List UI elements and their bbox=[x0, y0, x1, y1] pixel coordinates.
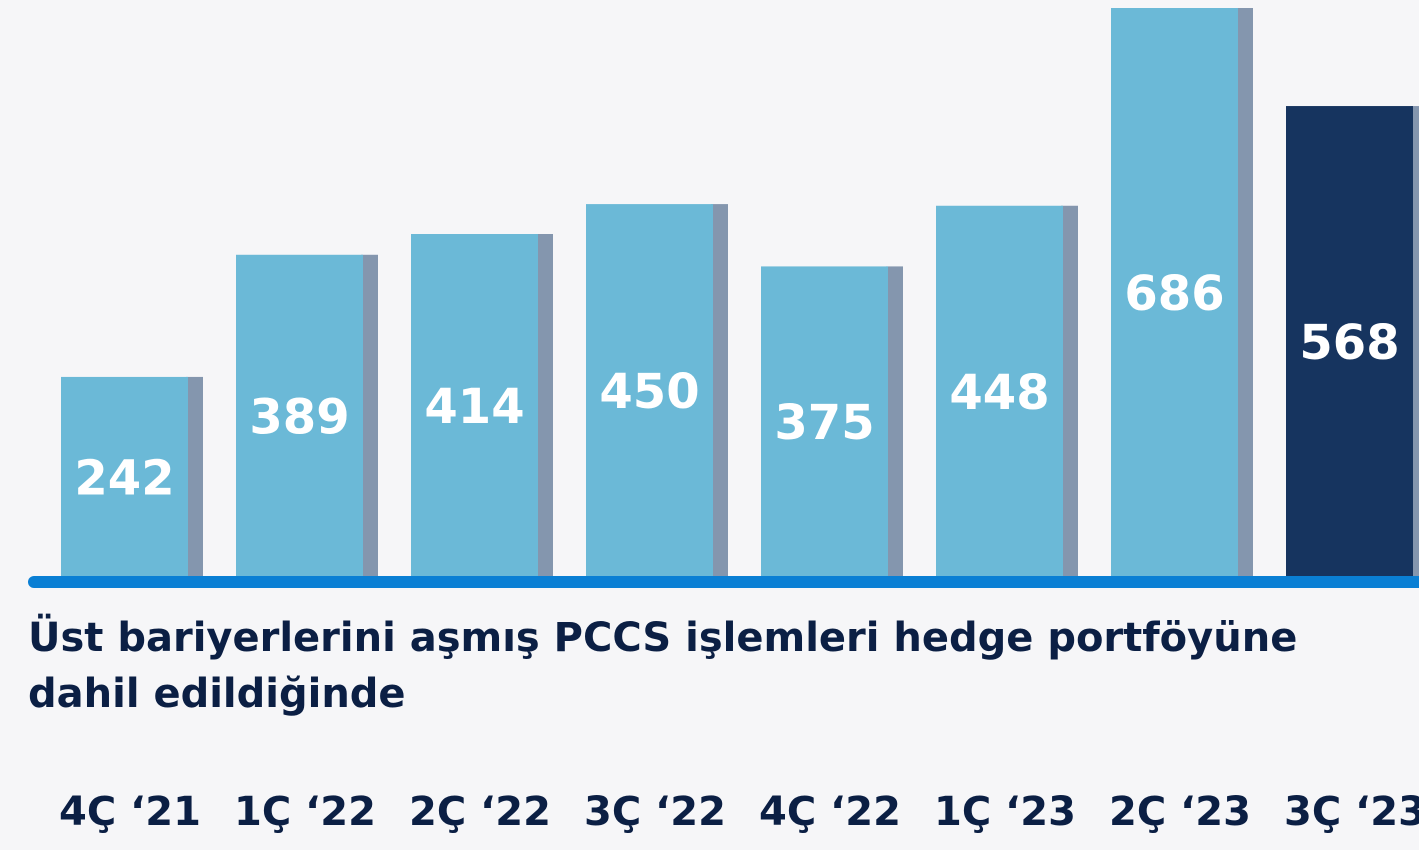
x-tick-label: 2Ç ‘23 bbox=[1109, 789, 1251, 835]
x-tick-label: 2Ç ‘22 bbox=[409, 789, 551, 835]
note-line: dahil edildiğinde bbox=[28, 671, 406, 717]
note-line: Üst bariyerlerini aşmış PCCS işlemleri h… bbox=[28, 613, 1297, 661]
x-tick-label: 4Ç ‘22 bbox=[759, 789, 901, 835]
x-tick-label: 1Ç ‘23 bbox=[934, 789, 1076, 835]
value-label: 389 bbox=[249, 389, 349, 445]
bar bbox=[1111, 8, 1238, 578]
value-label: 414 bbox=[424, 379, 524, 435]
bar bbox=[586, 204, 713, 578]
x-tick-label: 3Ç ‘22 bbox=[584, 789, 726, 835]
x-tick-label: 1Ç ‘22 bbox=[234, 789, 376, 835]
bar-shadow bbox=[886, 266, 903, 578]
value-label: 375 bbox=[774, 395, 874, 451]
bar-shadow bbox=[361, 254, 378, 578]
value-label: 568 bbox=[1299, 315, 1399, 371]
bar bbox=[61, 376, 188, 578]
bar-shadow bbox=[1236, 8, 1253, 578]
bar bbox=[936, 205, 1063, 578]
bar bbox=[236, 254, 363, 578]
value-label: 450 bbox=[599, 364, 699, 420]
bar bbox=[1286, 106, 1413, 579]
bar bbox=[761, 266, 888, 578]
x-tick-label: 4Ç ‘21 bbox=[59, 789, 201, 835]
value-label: 686 bbox=[1124, 266, 1224, 322]
value-label: 448 bbox=[949, 365, 1049, 421]
bar-shadow bbox=[186, 376, 203, 578]
bar-shadow bbox=[1411, 106, 1419, 579]
bar-shadow bbox=[1061, 205, 1078, 578]
bar-shadow bbox=[536, 234, 553, 578]
bar-shadow bbox=[711, 204, 728, 578]
bar bbox=[411, 234, 538, 578]
value-label: 242 bbox=[74, 450, 174, 506]
x-tick-label: 3Ç ‘23 bbox=[1284, 789, 1419, 835]
